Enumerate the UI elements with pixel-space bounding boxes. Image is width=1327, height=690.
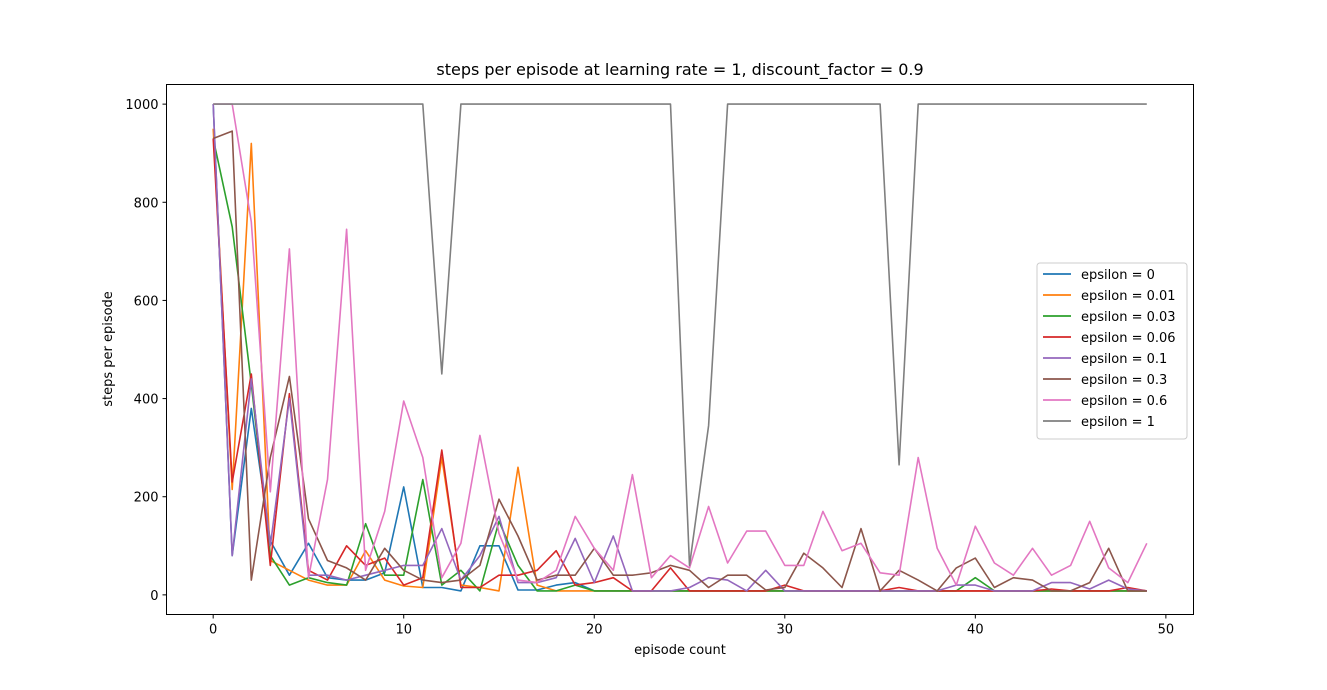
x-tick-label: 20 <box>586 623 603 638</box>
y-tick-label: 600 <box>134 294 159 309</box>
legend-label: epsilon = 0 <box>1081 268 1155 283</box>
legend-label: epsilon = 0.03 <box>1081 310 1176 325</box>
y-tick-label: 0 <box>150 589 158 604</box>
legend-label: epsilon = 1 <box>1081 415 1155 430</box>
x-axis-label: episode count <box>634 643 726 658</box>
legend-label: epsilon = 0.1 <box>1081 352 1167 367</box>
series-lines <box>212 103 1148 592</box>
series-line-2 <box>212 138 1147 592</box>
series-line-6 <box>213 103 1148 586</box>
x-tick-label: 40 <box>967 623 984 638</box>
x-tick-label: 0 <box>209 623 217 638</box>
y-tick-label: 800 <box>134 196 159 211</box>
plot-frame <box>166 84 1194 615</box>
y-tick-label: 1000 <box>125 98 158 113</box>
x-tick-label: 10 <box>395 623 412 638</box>
series-line-3 <box>212 138 1147 592</box>
y-tick-label: 400 <box>134 393 159 408</box>
legend-label: epsilon = 0.06 <box>1081 331 1176 346</box>
x-tick-label: 50 <box>1158 623 1175 638</box>
y-axis-label: steps per episode <box>101 291 116 407</box>
series-line-5 <box>212 130 1147 592</box>
legend-box <box>1036 262 1188 440</box>
legend-label: epsilon = 0.01 <box>1081 289 1176 304</box>
legend: epsilon = 0 epsilon = 0.01 epsilon = 0.03 e… <box>1036 262 1188 440</box>
axes: 0 10 20 30 40 50 0 200 400 600 800 1000 <box>125 98 1174 637</box>
legend-label: epsilon = 0.3 <box>1081 373 1167 388</box>
y-tick-label: 200 <box>134 491 159 506</box>
x-tick-label: 30 <box>777 623 794 638</box>
series-line-7 <box>213 103 1147 567</box>
chart-title: steps per episode at learning rate = 1, … <box>436 60 923 80</box>
legend-label: epsilon = 0.6 <box>1081 394 1167 409</box>
